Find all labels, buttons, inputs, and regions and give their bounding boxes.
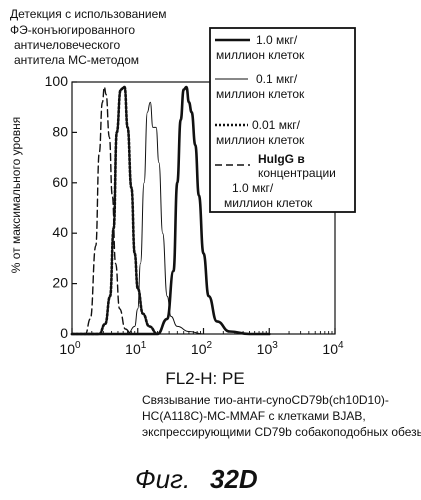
x-tick-exponent: 4 xyxy=(338,340,344,351)
x-tick-label: 104 xyxy=(322,340,344,357)
x-tick-label: 100 xyxy=(59,340,81,357)
legend-label: миллион клеток xyxy=(224,196,313,210)
x-tick-label: 101 xyxy=(125,340,147,357)
legend-label: 0.1 мкг/ xyxy=(256,72,298,86)
legend: 1.0 мкг/ миллион клеток 0.1 мкг/ миллион… xyxy=(210,28,355,212)
legend-label: миллион клеток xyxy=(216,87,305,101)
chart-title-line: ФЭ-конъюгированного xyxy=(10,23,135,37)
caption-line: HC(A118C)-MC-MMAF с клетками BJAB, xyxy=(142,409,366,423)
x-tick-base: 10 xyxy=(257,341,273,357)
x-tick-base: 10 xyxy=(59,341,75,357)
legend-label: миллион клеток xyxy=(216,133,305,147)
chart-title-line: Детекция с использованием xyxy=(10,7,167,21)
legend-label: HuIgG в xyxy=(258,152,305,166)
y-tick-label: 40 xyxy=(52,224,68,240)
figure-caption: Связывание тио-анти-cynoCD79b(ch10D10)- … xyxy=(142,393,421,439)
x-tick-exponent: 0 xyxy=(75,340,81,351)
legend-label: 0.01 мкг/ xyxy=(252,118,301,132)
x-tick-base: 10 xyxy=(322,341,338,357)
legend-label: концентрации xyxy=(258,166,336,180)
chart-title-line: античеловеческого xyxy=(14,38,120,52)
y-axis-label: % от максимального уровня xyxy=(9,117,23,274)
x-axis-label: FL2-H: PE xyxy=(165,369,244,388)
y-tick-label: 0 xyxy=(60,325,68,341)
y-tick-label: 100 xyxy=(45,73,69,89)
x-tick-base: 10 xyxy=(191,341,207,357)
x-tick-label: 103 xyxy=(257,340,279,357)
series-line-dashed xyxy=(72,87,131,334)
x-tick-exponent: 1 xyxy=(141,340,147,351)
legend-label: 1.0 мкг/ xyxy=(256,33,298,47)
x-tick-exponent: 3 xyxy=(272,340,278,351)
figure-label-prefix: Фиг. xyxy=(135,464,190,494)
x-tick-base: 10 xyxy=(125,341,141,357)
x-tick-label: 102 xyxy=(191,340,213,357)
series-line-dotted xyxy=(72,87,158,334)
caption-line: экспрессирующими CD79b собакоподобных об… xyxy=(142,425,421,439)
chart-title-line: антитела МС-методом xyxy=(14,53,139,67)
y-tick-label: 60 xyxy=(52,174,68,190)
x-tick-exponent: 2 xyxy=(207,340,213,351)
figure-label-number: 32D xyxy=(210,464,258,494)
chart-title: Детекция с использованием ФЭ-конъюгирова… xyxy=(10,7,167,67)
y-tick-label: 20 xyxy=(52,275,68,291)
caption-line: Связывание тио-анти-cynoCD79b(ch10D10)- xyxy=(142,393,389,407)
figure-label: Фиг. 32D xyxy=(135,464,258,494)
legend-label: 1.0 мкг/ xyxy=(232,181,274,195)
legend-label: миллион клеток xyxy=(216,48,305,62)
y-tick-label: 80 xyxy=(52,123,68,139)
